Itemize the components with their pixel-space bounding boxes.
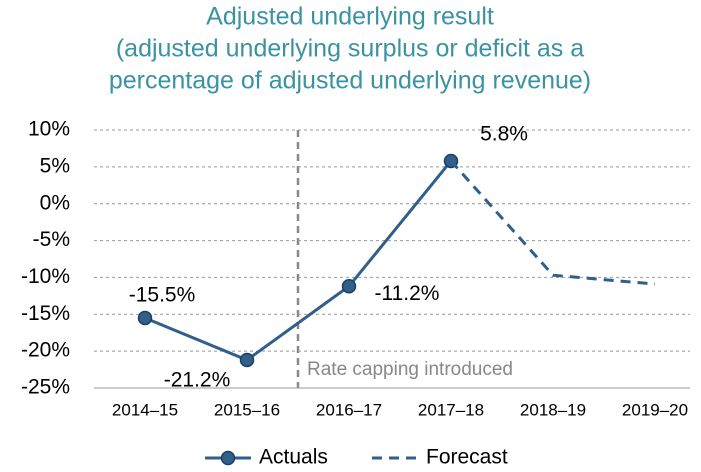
data-label: 5.8% [480,123,528,146]
y-tick-label: -15% [21,302,70,325]
x-tick-label: 2016–17 [316,400,382,419]
series-line [449,159,656,286]
annotation: Rate capping introduced [307,359,513,380]
x-tick-label: 2018–19 [520,400,586,419]
y-tick-label: 5% [40,154,70,177]
y-tick-label: -10% [21,265,70,288]
y-tick-label: 0% [40,191,70,214]
y-tick-label: -25% [21,376,70,399]
x-tick-label: 2014–15 [112,400,178,419]
data-label: -15.5% [129,284,196,307]
legend-label: Forecast [426,446,508,469]
legend-marker [220,450,236,466]
y-tick-label: -5% [33,228,70,251]
point [137,310,153,326]
data-label: -11.2% [375,282,440,305]
x-tick-label: 2017–18 [418,400,484,419]
point [341,279,357,294]
chart-subtitle: percentage of adjusted underlying revenu… [109,67,591,95]
data-label: -21.2% [164,369,231,392]
chart-title: Adjusted underlying result [206,3,494,31]
series-line [144,160,453,362]
chart-subtitle: (adjusted underlying surplus or deficit … [116,35,584,63]
x-tick-label: 2019–20 [622,400,688,419]
point [239,352,255,368]
legend-label: Actuals [259,446,328,469]
y-tick-label: 10% [28,118,70,141]
y-tick-label: -20% [21,339,70,362]
x-tick-label: 2015–16 [214,400,280,419]
